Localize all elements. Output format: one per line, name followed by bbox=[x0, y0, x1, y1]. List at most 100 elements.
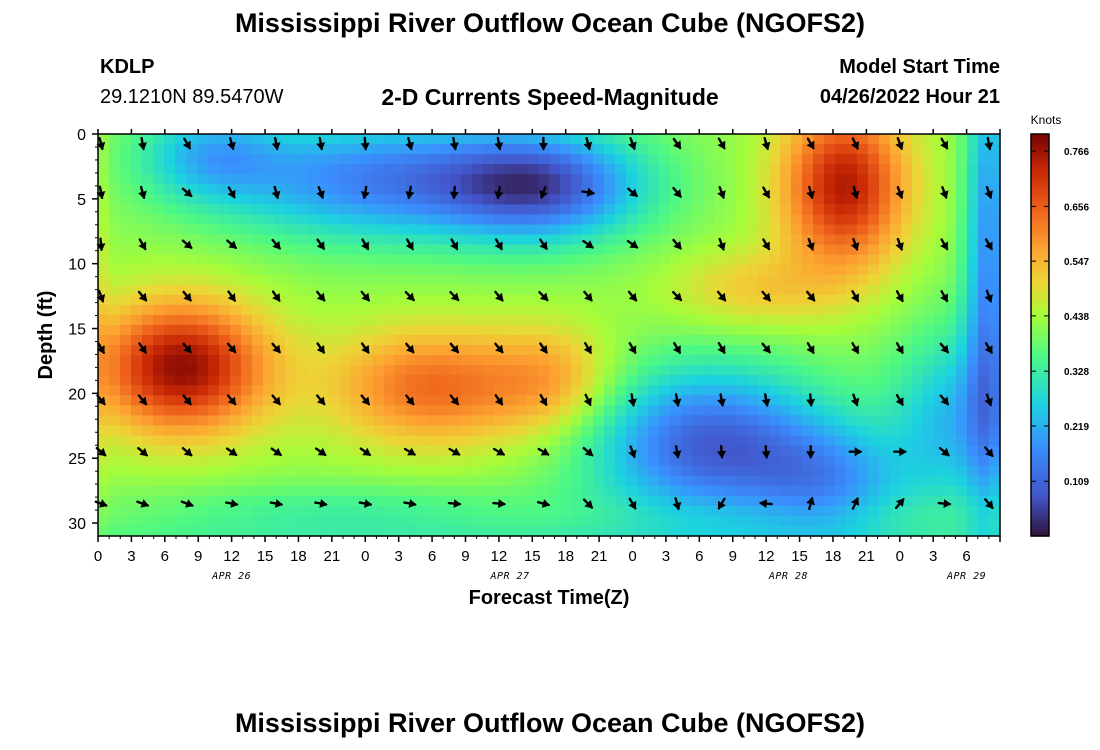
heatmap-cell bbox=[164, 375, 176, 386]
heatmap-cell bbox=[538, 525, 550, 537]
heatmap-cell bbox=[945, 264, 957, 276]
heatmap-cell bbox=[263, 445, 275, 457]
heatmap-cell bbox=[670, 214, 682, 226]
heatmap-cell bbox=[109, 385, 121, 396]
heatmap-cell bbox=[329, 385, 341, 396]
heatmap-cell bbox=[582, 365, 594, 376]
heatmap-cell bbox=[120, 435, 132, 447]
heatmap-cell bbox=[868, 455, 880, 467]
heatmap-cell bbox=[373, 445, 385, 457]
heatmap-cell bbox=[681, 415, 693, 427]
heatmap-cell bbox=[725, 314, 737, 326]
heatmap-cell bbox=[681, 284, 693, 296]
heatmap-cell bbox=[736, 274, 748, 286]
heatmap-cell bbox=[868, 375, 880, 386]
heatmap-cell bbox=[934, 515, 946, 527]
heatmap-cell bbox=[637, 264, 649, 276]
heatmap-cell bbox=[175, 365, 187, 376]
heatmap-cell bbox=[692, 234, 704, 246]
heatmap-cell bbox=[670, 234, 682, 246]
heatmap-cell bbox=[384, 465, 396, 477]
heatmap-cell bbox=[120, 445, 132, 457]
colorbar-segment bbox=[1031, 140, 1049, 145]
heatmap-cell bbox=[615, 385, 627, 396]
current-arrow bbox=[672, 445, 682, 459]
heatmap-cell bbox=[692, 385, 704, 396]
heatmap-cell bbox=[747, 465, 759, 477]
heatmap-cell bbox=[560, 274, 572, 286]
heatmap-cell bbox=[384, 485, 396, 497]
heatmap-cell bbox=[428, 314, 440, 326]
heatmap-cell bbox=[637, 525, 649, 537]
heatmap-cell bbox=[274, 485, 286, 497]
heatmap-cell bbox=[890, 435, 902, 447]
heatmap-cell bbox=[868, 485, 880, 497]
heatmap-cell bbox=[989, 274, 1001, 286]
heatmap-cell bbox=[505, 335, 517, 346]
heatmap-cell bbox=[285, 154, 297, 165]
heatmap-cell bbox=[483, 304, 495, 316]
heatmap-cell bbox=[175, 445, 187, 457]
heatmap-cell bbox=[692, 345, 704, 356]
heatmap-cell bbox=[329, 445, 341, 457]
heatmap-cell bbox=[593, 505, 605, 517]
heatmap-cell bbox=[824, 144, 836, 155]
heatmap-cell bbox=[978, 415, 990, 427]
heatmap-cell bbox=[131, 385, 143, 396]
heatmap-cell bbox=[901, 465, 913, 477]
heatmap-cell bbox=[714, 405, 726, 416]
heatmap-cell bbox=[824, 214, 836, 226]
heatmap-cell bbox=[736, 204, 748, 215]
heatmap-cell bbox=[230, 475, 242, 487]
heatmap-cell bbox=[142, 365, 154, 376]
heatmap-cell bbox=[329, 324, 341, 336]
heatmap-cell bbox=[758, 365, 770, 376]
heatmap-cell bbox=[153, 465, 165, 477]
heatmap-cell bbox=[450, 365, 462, 376]
heatmap-cell bbox=[582, 335, 594, 346]
heatmap-cell bbox=[516, 415, 528, 427]
heatmap-cell bbox=[736, 294, 748, 306]
heatmap-cell bbox=[747, 164, 759, 175]
heatmap-cell bbox=[197, 164, 209, 175]
heatmap-cell bbox=[670, 355, 682, 366]
current-arrow bbox=[895, 137, 904, 151]
heatmap-cell bbox=[681, 204, 693, 215]
heatmap-cell bbox=[406, 174, 418, 185]
heatmap-cell bbox=[769, 304, 781, 316]
current-arrow bbox=[271, 342, 281, 354]
heatmap-cell bbox=[835, 355, 847, 366]
heatmap-cell bbox=[362, 224, 374, 236]
heatmap-cell bbox=[516, 385, 528, 396]
heatmap-cell bbox=[868, 324, 880, 336]
heatmap-cell bbox=[472, 264, 484, 276]
heatmap-cell bbox=[813, 425, 825, 437]
heatmap-cell bbox=[131, 515, 143, 527]
x-tick-label: 21 bbox=[324, 548, 341, 565]
heatmap-cell bbox=[241, 445, 253, 457]
heatmap-cell bbox=[351, 465, 363, 477]
heatmap-cell bbox=[714, 515, 726, 527]
heatmap-cell bbox=[483, 395, 495, 406]
colorbar-tick-label: 0.219 bbox=[1064, 422, 1089, 433]
heatmap-cell bbox=[461, 475, 473, 487]
heatmap-cell bbox=[142, 284, 154, 296]
heatmap-cell bbox=[703, 164, 715, 175]
heatmap-cell bbox=[725, 435, 737, 447]
heatmap-cell bbox=[527, 214, 539, 226]
heatmap-cell bbox=[285, 395, 297, 406]
heatmap-cell bbox=[527, 194, 539, 205]
heatmap-cell bbox=[340, 345, 352, 356]
heatmap-cell bbox=[527, 244, 539, 256]
heatmap-cell bbox=[736, 234, 748, 246]
current-arrow bbox=[984, 342, 993, 354]
heatmap-cell bbox=[736, 475, 748, 487]
heatmap-cell bbox=[901, 395, 913, 406]
heatmap-cell bbox=[384, 214, 396, 226]
heatmap-cell bbox=[296, 264, 308, 276]
heatmap-cell bbox=[538, 294, 550, 306]
heatmap-cell bbox=[219, 274, 231, 286]
heatmap-cell bbox=[252, 174, 264, 185]
heatmap-cell bbox=[219, 154, 231, 165]
heatmap-cell bbox=[857, 144, 869, 155]
